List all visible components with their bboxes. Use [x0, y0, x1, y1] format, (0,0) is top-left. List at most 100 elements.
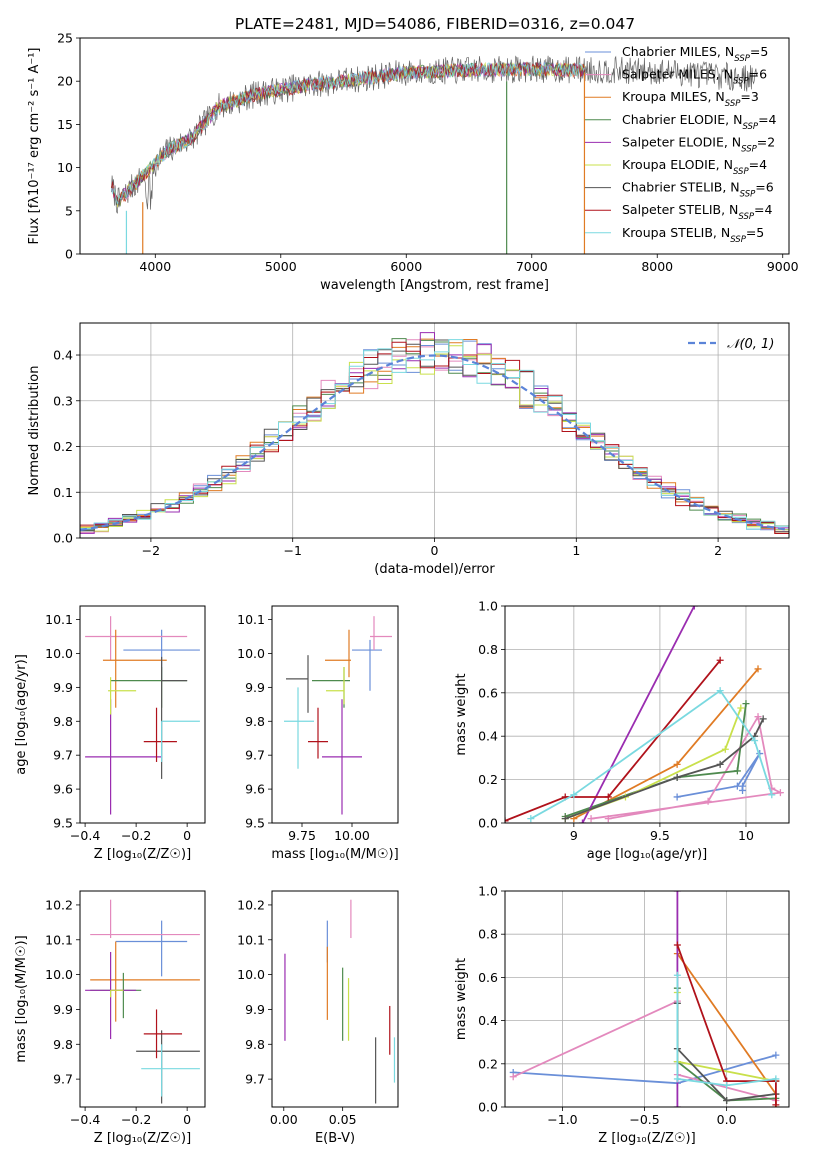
y-tick-label: 9.6: [245, 782, 265, 797]
weight-point-8-2: [716, 687, 724, 695]
weight-point-1-1: [704, 797, 712, 805]
y-tick-label: 0.4: [478, 1013, 498, 1028]
weight-point-1-2: [754, 713, 762, 721]
axes-frame: [271, 605, 399, 824]
y-tick-label: 0.1: [53, 485, 73, 500]
legend-entry-4: Salpeter ELODIE, NSSP=2: [622, 134, 775, 154]
weight-point-8-2: [723, 1081, 731, 1089]
axes-frame: [504, 605, 790, 824]
x-tick-label: 0: [183, 1112, 191, 1127]
mass-vs-metallicity-panel: −0.4 −0.2 0 9.7 9.8 9.9 10.0 10.1 10.2 Z [log₁₀(Z…: [14, 890, 206, 1146]
x-axis-label: E(B-V): [315, 1131, 355, 1146]
plot-area: [509, 891, 780, 1107]
y-axis-label: mass weight: [454, 673, 469, 755]
age-vs-metallicity-panel: −0.4 −0.2 0 9.5 9.6 9.7 9.8 9.9 10.0 10.1 Z [log₁₀…: [14, 605, 206, 862]
weight-point-6-0: [561, 815, 569, 823]
weight-point-7-0: [673, 941, 681, 949]
weight-point-3-2: [733, 767, 741, 775]
x-tick-label: 9.75: [288, 828, 316, 843]
y-tick-label: 9.7: [53, 748, 73, 763]
legend-entry-normal: 𝒩(0, 1): [727, 337, 774, 352]
x-axis-label: Z [log₁₀(Z/Z☉)]: [94, 1131, 191, 1146]
plot-area: [284, 616, 392, 815]
legend-entry-1: Salpeter MILES, NSSP=6: [622, 67, 767, 87]
y-tick-label: 0: [65, 247, 73, 262]
plot-area: [80, 332, 789, 534]
x-tick-label: −2: [142, 543, 160, 558]
y-tick-label: 9.7: [53, 1072, 73, 1087]
x-axis-label: Z [log₁₀(Z/Z☉)]: [94, 847, 191, 862]
weight-point-0-0: [673, 793, 681, 801]
x-axis-label: Z [log₁₀(Z/Z☉)]: [598, 1131, 695, 1146]
y-tick-label: 0.8: [478, 642, 498, 657]
y-axis-label: mass weight: [454, 958, 469, 1040]
x-tick-label: −0.5: [629, 1112, 659, 1127]
plot-area: [505, 606, 784, 823]
weight-point-5-2: [721, 745, 729, 753]
x-axis-label: wavelength [Angstrom, rest frame]: [320, 278, 549, 293]
x-tick-label: 0: [183, 828, 191, 843]
x-tick-label: 1: [572, 543, 580, 558]
normal-curve: [80, 354, 789, 532]
weight-point-8-0: [673, 971, 681, 979]
legend-entry-5: Kroupa ELODIE, NSSP=4: [622, 157, 767, 177]
weight-point-6-2: [723, 1097, 731, 1105]
y-tick-label: 9.8: [53, 1037, 73, 1052]
x-axis-label: age [log₁₀(age/yr)]: [587, 847, 708, 862]
y-tick-label: 10.0: [45, 646, 73, 661]
model-spectrum-7: [111, 61, 585, 203]
weight-point-7-0: [505, 817, 509, 823]
x-tick-label: 0.05: [329, 1112, 357, 1127]
y-tick-label: 0.2: [53, 439, 73, 454]
y-tick-label: 0.2: [478, 772, 498, 787]
y-tick-label: 9.5: [53, 816, 73, 831]
weight-point-6-4: [759, 715, 767, 723]
observed-spectrum: [111, 55, 758, 214]
weight-point-7-2: [604, 793, 612, 801]
axes-frame: [79, 890, 206, 1108]
y-tick-label: 0.6: [478, 970, 498, 985]
y-tick-label: 10.1: [237, 932, 265, 947]
legend-entry-0: Chabrier MILES, NSSP=5: [622, 44, 768, 64]
y-tick-label: 15: [57, 117, 73, 132]
weight-vs-age-panel: 9 9.5 10 0.0 0.2 0.4 0.6 0.8 1.0 age [log₁₀(age/y…: [454, 599, 790, 862]
axes-frame: [504, 890, 790, 1108]
plot-area: [85, 899, 200, 1104]
weight-point-8-1: [570, 791, 578, 799]
y-tick-label: 9.9: [245, 1002, 265, 1017]
y-tick-label: 0.0: [478, 1100, 498, 1115]
weight-point-1-0: [509, 1073, 517, 1081]
axes-frame: [79, 605, 206, 824]
weight-point-4-1: [673, 1103, 681, 1107]
x-tick-label: −0.4: [70, 1112, 100, 1127]
axes-frame: [79, 37, 790, 255]
weight-point-1-0: [604, 815, 612, 823]
legend-entry-6: Chabrier STELIB, NSSP=6: [622, 180, 774, 200]
plot-area: [284, 899, 396, 1104]
weight-point-0-4: [739, 786, 747, 794]
weight-point-2-2: [754, 665, 762, 673]
x-tick-label: 8000: [641, 259, 673, 274]
x-tick-label: 6000: [390, 259, 422, 274]
weight-series-1: [590, 714, 784, 820]
y-tick-label: 9.6: [53, 782, 73, 797]
legend-entry-7: Salpeter STELIB, NSSP=4: [622, 202, 772, 222]
histogram-7: [80, 341, 789, 534]
y-tick-label: 10.1: [45, 932, 73, 947]
y-tick-label: 10: [57, 160, 73, 175]
x-tick-label: 10.00: [334, 828, 370, 843]
y-tick-label: 9.7: [245, 748, 265, 763]
y-tick-label: 10.1: [45, 612, 73, 627]
weight-series-4: [581, 606, 696, 823]
legend-entry-3: Chabrier ELODIE, NSSP=4: [622, 112, 777, 132]
weight-point-3-3: [742, 700, 750, 708]
weight-point-4-1: [690, 606, 698, 610]
y-tick-label: 10.0: [237, 967, 265, 982]
y-tick-label: 10.0: [45, 967, 73, 982]
histogram-5: [80, 345, 789, 532]
residual-histogram-panel: −2 −1 0 1 2 0.0 0.1 0.2 0.3 0.4 (data-model)/error…: [27, 322, 790, 577]
weight-point-6-2: [716, 760, 724, 768]
weight-point-8-3: [772, 1075, 780, 1083]
weight-point-5-3: [737, 704, 745, 712]
